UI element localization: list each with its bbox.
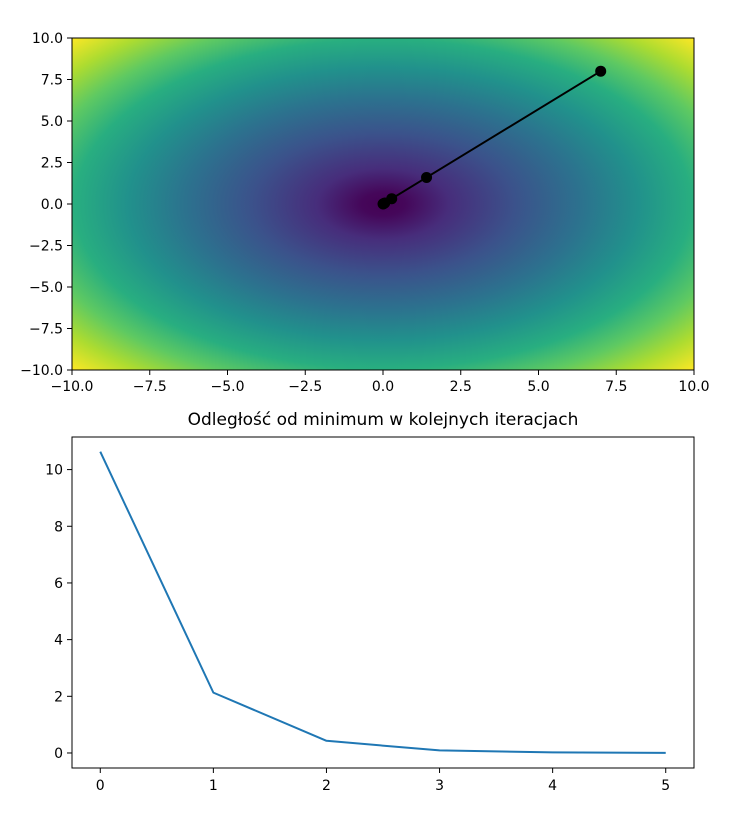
- heatmap-x-tick-label: −5.0: [211, 379, 245, 395]
- distance-series-line: [99, 451, 666, 754]
- distance-series: [99, 451, 666, 754]
- heatmap-y-tick-label: 2.5: [41, 156, 63, 172]
- line-x-tick-label: 0: [96, 778, 105, 794]
- descent-path-point: [595, 65, 607, 77]
- line-x-tick-label: 5: [661, 778, 670, 794]
- line-y-tick-label: 8: [54, 519, 63, 535]
- descent-path-point: [421, 171, 433, 183]
- heatmap-axes: −10.0 −7.5 −5.0 −2.5 0.0 2.5 5.0 7.5 10.0 10.0 7.…: [20, 31, 709, 395]
- heatmap-x-tick-label: −10.0: [51, 379, 94, 395]
- heatmap-x-tick-label: −2.5: [288, 379, 322, 395]
- line-y-axis: 10 8 6 4 2 0: [45, 463, 72, 762]
- heatmap-x-tick-label: 5.0: [527, 379, 549, 395]
- line-x-axis: 0 1 2 3 4 5: [96, 768, 670, 794]
- line-x-tick-label: 3: [435, 778, 444, 794]
- heatmap-y-tick-label: 7.5: [41, 73, 63, 89]
- line-y-tick-label: 2: [54, 689, 63, 705]
- heatmap-x-tick-label: 0.0: [372, 379, 394, 395]
- line-x-tick-label: 4: [548, 778, 557, 794]
- line-frame: [71, 436, 695, 769]
- heatmap-y-tick-label: 0.0: [41, 197, 63, 213]
- heatmap-y-tick-label: 5.0: [41, 114, 63, 130]
- heatmap-x-tick-label: 2.5: [450, 379, 472, 395]
- heatmap-x-tick-label: −7.5: [133, 379, 167, 395]
- line-y-tick-label: 4: [54, 633, 63, 649]
- line-x-tick-label: 1: [209, 778, 218, 794]
- heatmap-x-tick-label: 10.0: [678, 379, 709, 395]
- line-y-tick-label: 6: [54, 576, 63, 592]
- heatmap-y-tick-label: −5.0: [29, 280, 63, 296]
- descent-path-point: [377, 198, 389, 210]
- heatmap-y-axis: 10.0 7.5 5.0 2.5 0.0 −2.5 −5.0 −7.5 −10.0: [20, 31, 72, 379]
- heatmap-y-tick-label: −7.5: [29, 322, 63, 338]
- heatmap-y-tick-label: 10.0: [32, 31, 63, 47]
- line-x-tick-label: 2: [322, 778, 331, 794]
- heatmap-x-axis: −10.0 −7.5 −5.0 −2.5 0.0 2.5 5.0 7.5 10.0: [51, 370, 710, 395]
- line-y-tick-label: 0: [54, 746, 63, 762]
- heatmap-y-tick-label: −2.5: [29, 239, 63, 255]
- heatmap-x-tick-label: 7.5: [605, 379, 627, 395]
- descent-path: [377, 65, 607, 210]
- line-chart-title: Odległość od minimum w kolejnych iteracj…: [188, 410, 579, 430]
- line-y-tick-label: 10: [45, 463, 63, 479]
- line-axes: Odległość od minimum w kolejnych iteracj…: [45, 410, 695, 794]
- heatmap-y-tick-label: −10.0: [20, 363, 63, 379]
